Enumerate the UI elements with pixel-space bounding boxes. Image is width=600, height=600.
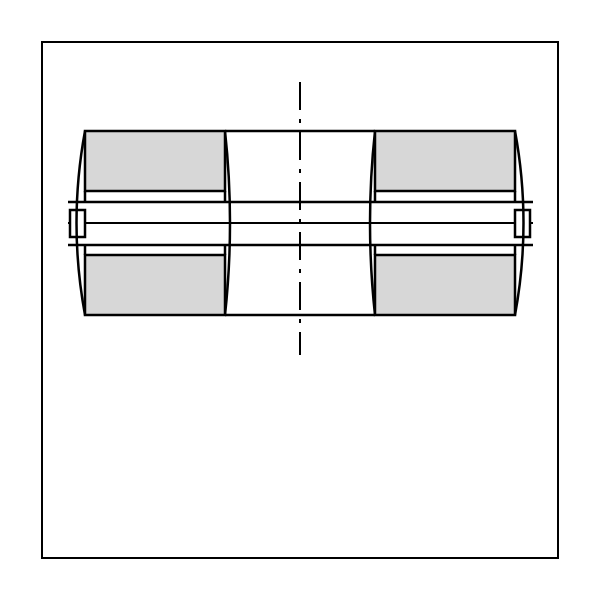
bearing-cross-section [0, 0, 600, 600]
roller-upper-right [375, 131, 515, 191]
roller-lower-left [85, 255, 225, 315]
roller-upper-left [85, 131, 225, 191]
roller-lower-right [375, 255, 515, 315]
